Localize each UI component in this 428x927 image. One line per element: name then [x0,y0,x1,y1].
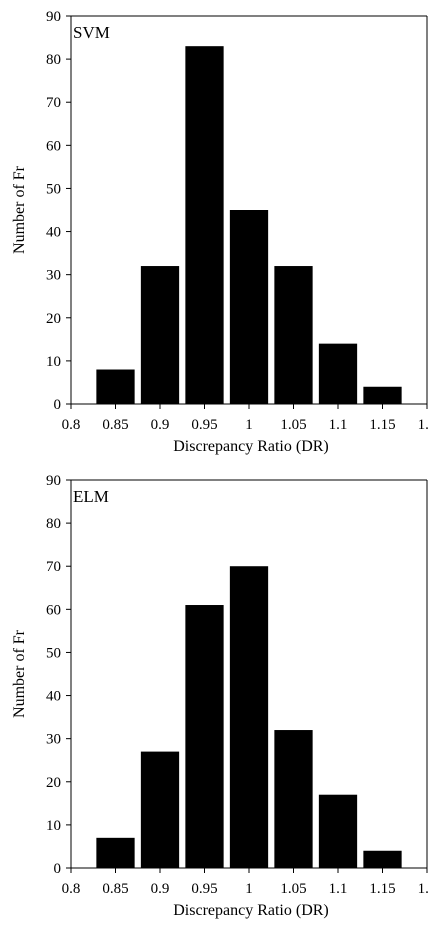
bar-1_15 [363,850,402,868]
bar-0_9 [140,751,180,868]
y-tick-label: 0 [54,397,62,413]
x-tick-label: 1.2 [418,417,428,433]
y-tick-label: 40 [46,225,61,241]
bar-0_95 [185,46,224,405]
chart-title: ELM [73,487,109,506]
y-tick-label: 50 [46,181,61,197]
bar-0_85 [96,369,135,404]
y-tick-label: 90 [46,473,61,489]
x-tick-label: 1.15 [369,881,395,897]
elm-histogram: 0 10 20 30 40 50 60 70 80 90 0.8 0.85 0.9 0.95 1 1.05 1.… [11,473,428,919]
x-tick-label: 0.8 [62,881,81,897]
elm-chart-panel: 0 10 20 30 40 50 60 70 80 90 0.8 0.85 0.9 0.95 1 1.05 1.… [0,464,428,927]
x-axis-label: Discrepancy Ratio (DR) [173,902,329,919]
y-tick-label: 10 [46,818,61,834]
y-axis-label: Number of Fr [11,165,28,254]
y-tick-label: 10 [46,354,61,370]
y-tick-label: 70 [46,95,61,111]
bar-0_85 [96,837,135,868]
y-tick-label: 20 [46,311,61,327]
x-tick-label: 1 [245,881,253,897]
svm-chart-panel: 0 10 20 30 40 50 60 70 80 90 0.8 0.85 0.9 0.95 1 1.05 1.… [0,0,428,463]
x-tick-label: 0.8 [62,417,81,433]
y-tick-label: 30 [46,268,61,284]
x-axis-label: Discrepancy Ratio (DR) [173,438,329,455]
bar-1 [229,210,269,404]
x-tick-label: 0.95 [191,417,217,433]
x-tick-label: 0.95 [191,881,217,897]
y-tick-label: 70 [46,559,61,575]
bar-1_1 [318,343,358,404]
y-tick-label: 40 [46,689,61,705]
bar-1 [229,566,269,868]
x-tick-label: 1.05 [280,417,306,433]
x-tick-label: 1.1 [329,417,348,433]
x-tick-label: 1.15 [369,417,395,433]
bar-1_1 [318,794,358,868]
y-axis-label: Number of Fr [11,629,28,718]
y-tick-label: 50 [46,645,61,661]
x-tick-label: 1.2 [418,881,428,897]
y-tick-label: 20 [46,775,61,791]
x-tick-label: 1.05 [280,881,306,897]
x-tick-label: 0.9 [151,417,170,433]
bar-0_9 [140,266,180,404]
x-tick-label: 1.1 [329,881,348,897]
x-tick-label: 0.85 [102,417,128,433]
svm-histogram: 0 10 20 30 40 50 60 70 80 90 0.8 0.85 0.9 0.95 1 1.05 1.… [11,9,428,455]
bar-1_15 [363,386,402,404]
y-tick-label: 90 [46,9,61,25]
x-tick-label: 0.85 [102,881,128,897]
chart-title: SVM [73,23,110,42]
y-tick-label: 80 [46,52,61,68]
y-tick-label: 60 [46,138,61,154]
bar-1_05 [274,266,313,404]
bar-1_05 [274,730,313,868]
bar-0_95 [185,605,224,868]
y-tick-label: 80 [46,516,61,532]
y-tick-label: 30 [46,732,61,748]
x-tick-label: 1 [245,417,253,433]
y-tick-label: 60 [46,602,61,618]
x-tick-label: 0.9 [151,881,170,897]
y-tick-label: 0 [54,861,62,877]
